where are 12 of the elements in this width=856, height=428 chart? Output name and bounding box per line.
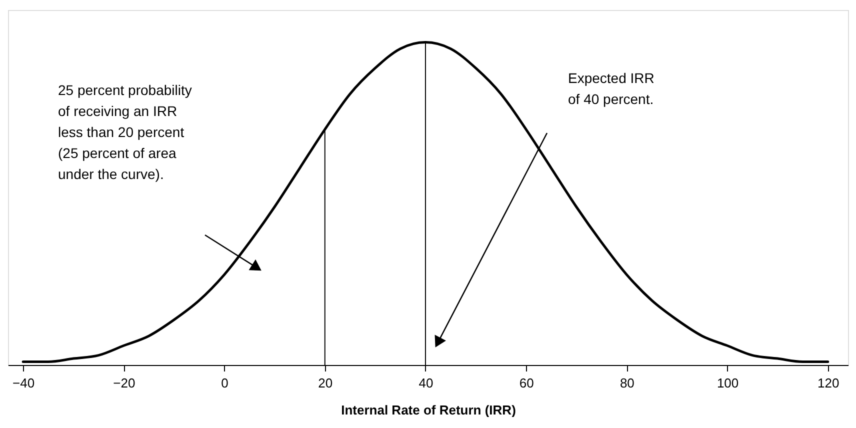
x-tick-label: 100 — [716, 376, 739, 390]
x-tick-label: 40 — [418, 376, 434, 390]
x-tick-label: −40 — [12, 376, 35, 390]
x-tick-label: 60 — [519, 376, 534, 390]
x-tick-label: 0 — [221, 376, 228, 390]
x-axis-title: Internal Rate of Return (IRR) — [341, 402, 516, 418]
x-tick-label: 80 — [620, 376, 634, 390]
x-tick-label: 120 — [818, 376, 840, 390]
annotation: Expected IRR of 40 percent. — [568, 70, 654, 107]
annotation: 25 percent probability of receiving an IRR less than 20 percent (25 percent of area under the curve). — [58, 82, 192, 182]
x-tick-label: −20 — [113, 376, 136, 390]
x-tick-label: 20 — [318, 376, 333, 390]
